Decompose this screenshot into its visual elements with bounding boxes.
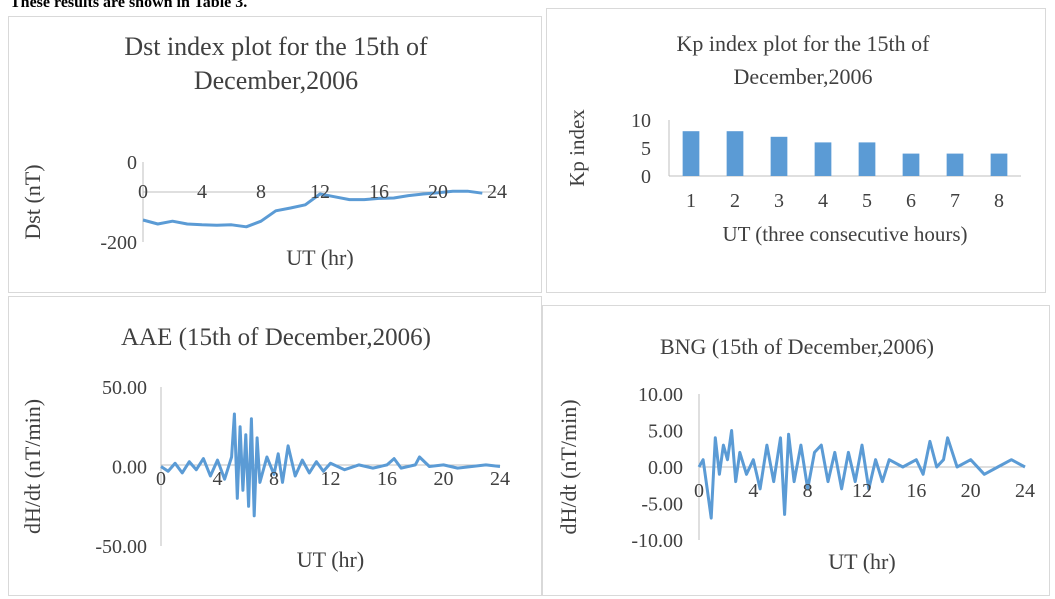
aae-y-tick-label: 50.00	[102, 377, 147, 399]
aae-y-axis-label: dH/dt (nT/min)	[20, 399, 45, 534]
dst-y-tick-label: -200	[100, 232, 137, 254]
bng-y-tick-label: 0.00	[648, 457, 683, 479]
dst-x-tick-label: 20	[428, 181, 448, 203]
kp-bar	[770, 136, 788, 176]
bng-y-tick-label: -5.00	[641, 494, 683, 516]
dst-x-tick-label: 4	[197, 181, 207, 203]
bng-x-tick-label: 16	[906, 480, 926, 502]
dst-chart-svg: Dst index plot for the 15th of December,2…	[20, 32, 507, 270]
dst-x-tick-label: 16	[369, 181, 389, 203]
aae-x-axis-label: UT (hr)	[297, 547, 364, 572]
kp-bar	[858, 142, 876, 176]
kp-bar	[814, 142, 832, 176]
aae-x-tick-label: 8	[269, 468, 279, 490]
dst-y-tick-label: 0	[127, 152, 137, 174]
bng-series-line	[697, 429, 1026, 520]
kp-x-tick-label: 6	[906, 190, 916, 212]
bng-chart-panel: BNG (15th of December,2006) 10.00 5.00 0.00…	[542, 305, 1050, 596]
bng-x-tick-label: 0	[694, 480, 704, 502]
aae-chart-title: AAE (15th of December,2006)	[121, 324, 431, 351]
bng-chart-svg: BNG (15th of December,2006) 10.00 5.00 0.00…	[556, 334, 1035, 574]
dst-x-tick-label: 24	[487, 181, 507, 203]
bng-x-tick-label: 4	[748, 480, 758, 502]
aae-x-tick-label: 0	[156, 468, 166, 490]
bng-y-tick-label: 10.00	[638, 384, 683, 406]
bng-x-tick-label: 8	[803, 480, 813, 502]
kp-x-tick-label: 2	[730, 190, 740, 212]
kp-x-tick-label: 1	[686, 190, 696, 212]
bng-x-tick-label: 12	[852, 480, 872, 502]
bng-x-tick-label: 20	[961, 480, 981, 502]
dst-x-tick-label: 12	[310, 181, 330, 203]
kp-y-tick-label: 5	[641, 138, 651, 160]
aae-x-tick-label: 4	[213, 468, 223, 490]
kp-x-axis-label: UT (three consecutive hours)	[722, 222, 967, 246]
dst-series-line	[142, 189, 483, 229]
kp-x-tick-label: 8	[994, 190, 1004, 212]
caption-text: These results are shown in Table 3.	[10, 0, 248, 11]
kp-chart-title: Kp index plot for the 15th of	[677, 31, 931, 56]
aae-x-tick-label: 12	[321, 468, 341, 490]
kp-bar	[682, 131, 700, 176]
aae-series-line	[160, 412, 501, 518]
kp-x-tick-label: 7	[950, 190, 960, 212]
bng-chart-title: BNG (15th of December,2006)	[660, 334, 934, 359]
bng-x-tick-label: 24	[1015, 480, 1035, 502]
aae-x-tick-label: 24	[490, 468, 510, 490]
kp-x-tick-label: 4	[818, 190, 828, 212]
kp-bar	[990, 153, 1008, 176]
kp-y-tick-label: 10	[631, 110, 651, 132]
dst-x-tick-label: 8	[256, 181, 266, 203]
aae-y-tick-label: 0.00	[112, 457, 147, 479]
kp-y-axis-label: Kp index	[565, 109, 589, 187]
dst-y-axis-label: Dst (nT)	[20, 164, 45, 239]
kp-chart-panel: Kp index plot for the 15th of December,20…	[546, 8, 1046, 293]
bng-y-axis-label: dH/dt (nT/min)	[556, 399, 581, 534]
bng-y-tick-label: 5.00	[648, 421, 683, 443]
aae-x-tick-label: 20	[434, 468, 454, 490]
bng-y-tick-label: -10.00	[631, 530, 683, 552]
kp-y-tick-label: 0	[641, 166, 651, 188]
kp-bar	[946, 153, 964, 176]
kp-x-tick-label: 3	[774, 190, 784, 212]
kp-x-tick-label: 5	[862, 190, 872, 212]
bng-x-axis-label: UT (hr)	[828, 549, 895, 574]
dst-chart-title: Dst index plot for the 15th of	[124, 32, 428, 61]
kp-chart-svg: Kp index plot for the 15th of December,20…	[565, 31, 1021, 246]
kp-bar	[726, 131, 744, 176]
dst-x-tick-label: 0	[138, 181, 148, 203]
kp-bar	[902, 153, 920, 176]
dst-chart-title: December,2006	[194, 66, 358, 95]
dst-x-axis-label: UT (hr)	[286, 245, 353, 270]
aae-chart-svg: AAE (15th of December,2006) 50.00 0.00 -50.…	[20, 324, 510, 572]
aae-chart-panel: AAE (15th of December,2006) 50.00 0.00 -50.…	[8, 296, 542, 596]
dst-chart-panel: Dst index plot for the 15th of December,2…	[8, 16, 542, 293]
aae-y-tick-label: -50.00	[95, 536, 147, 558]
aae-x-tick-label: 16	[377, 468, 397, 490]
kp-chart-title: December,2006	[733, 64, 872, 89]
